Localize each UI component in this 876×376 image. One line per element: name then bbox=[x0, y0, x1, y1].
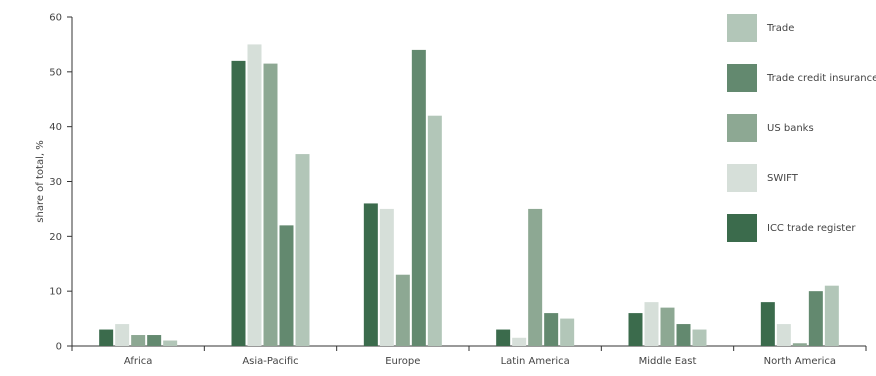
bar bbox=[628, 313, 643, 346]
legend-swatch bbox=[727, 164, 757, 192]
bar bbox=[792, 343, 807, 346]
x-axis bbox=[71, 345, 867, 351]
bar bbox=[644, 302, 659, 346]
y-tick-label: 40 bbox=[49, 122, 62, 133]
bar bbox=[163, 340, 178, 346]
bar bbox=[760, 302, 775, 346]
x-tick-label: North America bbox=[764, 356, 836, 367]
bar bbox=[560, 318, 575, 346]
bar bbox=[363, 203, 378, 346]
legend: Trade Trade credit insurance US banks SWIFT… bbox=[727, 14, 876, 242]
bar bbox=[776, 324, 791, 346]
bar bbox=[660, 307, 675, 346]
legend-label: SWIFT bbox=[767, 173, 799, 184]
bar bbox=[147, 335, 162, 346]
bar bbox=[496, 329, 511, 346]
bar bbox=[427, 115, 442, 346]
bar bbox=[379, 208, 394, 346]
bar bbox=[528, 208, 543, 346]
legend-label: US banks bbox=[767, 123, 814, 134]
y-tick-label: 30 bbox=[49, 177, 62, 188]
x-tick-label: Latin America bbox=[501, 356, 570, 367]
bar bbox=[279, 225, 294, 346]
bar bbox=[247, 44, 262, 347]
legend-swatch bbox=[727, 114, 757, 142]
y-tick-label: 20 bbox=[49, 232, 62, 243]
legend-swatch bbox=[727, 64, 757, 92]
y-tick-label: 10 bbox=[49, 287, 62, 298]
bar bbox=[411, 49, 426, 347]
y-axis-title: share of total, % bbox=[35, 140, 46, 222]
bar bbox=[808, 291, 823, 346]
bars bbox=[99, 44, 839, 347]
bar bbox=[263, 63, 278, 346]
y-tick-label: 0 bbox=[56, 342, 62, 353]
x-tick-label: Europe bbox=[385, 356, 420, 367]
x-tick-label: Asia-Pacific bbox=[242, 356, 298, 367]
bar bbox=[131, 335, 146, 346]
bar bbox=[295, 154, 310, 346]
bar bbox=[231, 60, 246, 346]
x-tick-label: Africa bbox=[124, 356, 153, 367]
bar bbox=[99, 329, 114, 346]
x-tick-label: Middle East bbox=[639, 356, 697, 367]
bar bbox=[395, 274, 410, 346]
bar bbox=[824, 285, 839, 346]
y-tick-label: 50 bbox=[49, 67, 62, 78]
legend-label: Trade bbox=[766, 23, 794, 34]
legend-label: Trade credit insurance bbox=[766, 73, 876, 84]
bar bbox=[512, 337, 527, 346]
category-labels: Africa Asia-Pacific Europe Latin America Mid… bbox=[124, 356, 836, 367]
bar bbox=[676, 324, 691, 346]
bar bbox=[115, 324, 130, 346]
y-axis: 0 10 20 30 40 50 60 bbox=[49, 13, 73, 353]
legend-label: ICC trade register bbox=[767, 223, 856, 234]
bar bbox=[692, 329, 707, 346]
legend-swatch bbox=[727, 14, 757, 42]
y-tick-label: 60 bbox=[49, 13, 62, 24]
legend-swatch bbox=[727, 214, 757, 242]
bar bbox=[544, 313, 559, 346]
